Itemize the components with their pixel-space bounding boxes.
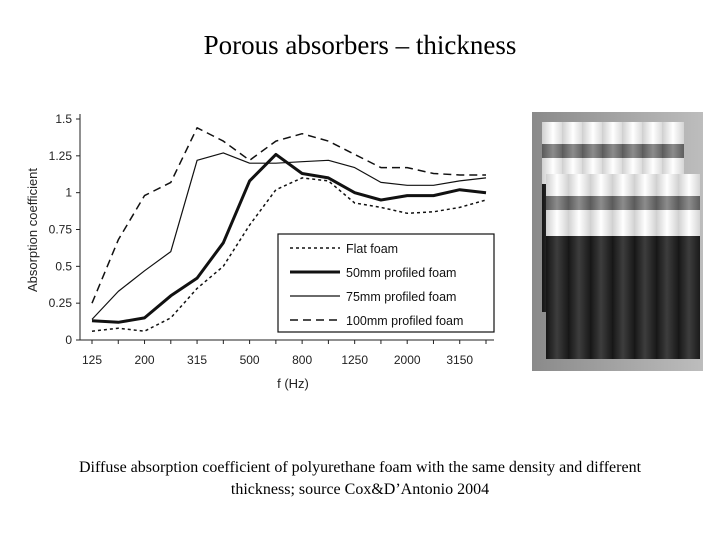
foam-column-black [634, 234, 656, 359]
chart-legend: Flat foam 50mm profiled foam 75mm profiled… [277, 233, 495, 333]
series-line-3 [91, 152, 487, 320]
foam-column-grey [568, 194, 590, 210]
foam-column-top [642, 122, 664, 144]
legend-label: 50mm profiled foam [346, 266, 456, 280]
x-tick-label: 800 [292, 353, 312, 367]
foam-column-top [568, 174, 590, 196]
foam-column [612, 174, 634, 359]
foam-column-top [612, 174, 634, 196]
foam-column-white [590, 208, 612, 236]
foam-column-grey [546, 194, 568, 210]
foam-column-black [568, 234, 590, 359]
foam-column-white [678, 208, 700, 236]
foam-column-grey [678, 194, 700, 210]
foam-column [656, 174, 678, 359]
series-line-4 [91, 127, 486, 304]
foam-column-grey [634, 194, 656, 210]
foam-column-grey [612, 194, 634, 210]
x-tick-label: 315 [187, 353, 207, 367]
slide-caption: Diffuse absorption coefficient of polyur… [40, 457, 680, 501]
legend-box [277, 233, 495, 333]
x-tick-label: 1250 [341, 353, 368, 367]
slide-title: Porous absorbers – thickness [203, 30, 517, 60]
foam-column-grey [602, 142, 624, 158]
legend-label: Flat foam [346, 242, 398, 256]
foam-column [568, 174, 590, 359]
foam-column-top [622, 122, 644, 144]
x-tick-label: 500 [240, 353, 260, 367]
foam-column [678, 174, 700, 359]
foam-column-white [612, 208, 634, 236]
caption-line-2: thickness; source Cox&D’Antonio 2004 [230, 481, 490, 498]
foam-column-top [542, 122, 564, 144]
foam-column-top [656, 174, 678, 196]
foam-column-top [562, 122, 584, 144]
x-tick-label: 3150 [446, 353, 473, 367]
foam-column-black [612, 234, 634, 359]
x-tick-label: 2000 [394, 353, 421, 367]
y-tick-label: 0.75 [49, 223, 73, 237]
y-tick-label: 1 [65, 186, 72, 200]
foam-column-white [634, 208, 656, 236]
series-line-1 [91, 177, 487, 332]
caption-line-1: Diffuse absorption coefficient of polyur… [78, 459, 642, 476]
foam-column-white [656, 208, 678, 236]
chart-series-layer [91, 127, 487, 332]
foam-samples-photo [532, 112, 703, 371]
foam-column-grey [662, 142, 684, 158]
x-tick-label: 125 [82, 353, 102, 367]
foam-column-grey [656, 194, 678, 210]
foam-column-grey [542, 142, 564, 158]
foam-column-grey [642, 142, 664, 158]
y-tick-label: 0.25 [49, 296, 73, 310]
foam-column-grey [590, 194, 612, 210]
foam-column-top [590, 174, 612, 196]
legend-label: 75mm profiled foam [346, 290, 456, 304]
foam-column-black [678, 234, 700, 359]
x-axis-label: f (Hz) [277, 376, 309, 391]
y-tick-label: 1.5 [55, 112, 72, 126]
y-tick-label: 0 [65, 333, 72, 347]
foam-column-grey [562, 142, 584, 158]
x-tick-label: 200 [135, 353, 155, 367]
series-line-2 [91, 152, 487, 324]
foam-column-black [656, 234, 678, 359]
foam-column [546, 174, 568, 359]
foam-column-top [634, 174, 656, 196]
foam-column-top [602, 122, 624, 144]
foam-column-top [662, 122, 684, 144]
foam-column-top [582, 122, 604, 144]
foam-column-white [546, 208, 568, 236]
foam-column-black [546, 234, 568, 359]
y-tick-label: 0.5 [55, 259, 72, 273]
foam-column-grey [622, 142, 644, 158]
y-tick-label: 1.25 [49, 149, 73, 163]
foam-column-top [678, 174, 700, 196]
foam-column-white [568, 208, 590, 236]
foam-column-black [590, 234, 612, 359]
legend-label: 100mm profiled foam [346, 314, 463, 328]
foam-column [634, 174, 656, 359]
foam-column [590, 174, 612, 359]
foam-column-grey [582, 142, 604, 158]
foam-column-top [546, 174, 568, 196]
y-axis-label: Absorption coefficient [25, 168, 40, 292]
chart-axes: 0 0.25 0.5 0.75 1 1.25 1.5 125 200 315 500 800 1250 2… [49, 112, 494, 367]
